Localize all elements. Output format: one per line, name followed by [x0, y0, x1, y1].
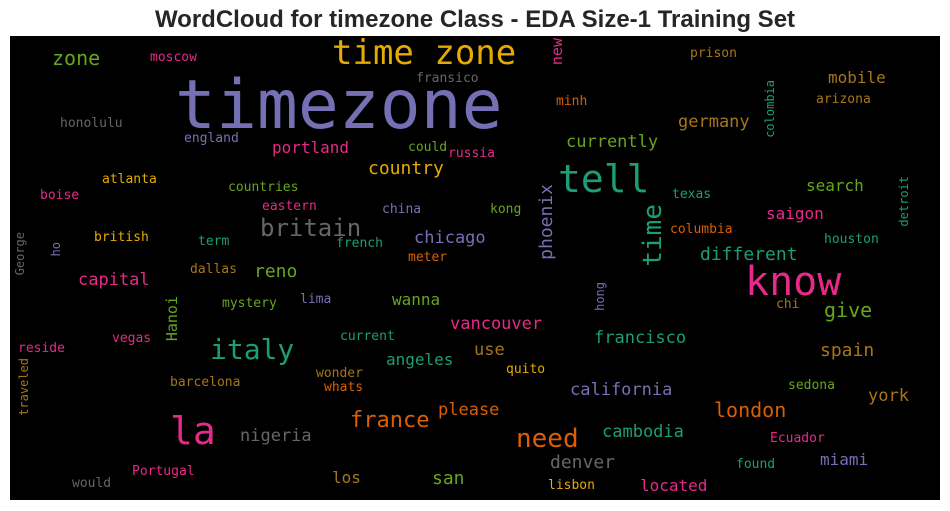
word-would: would: [72, 476, 112, 491]
word-dallas: dallas: [190, 262, 237, 277]
word-houston: houston: [824, 232, 879, 247]
word-cloud: timezone time zone know tell la italy time need…: [10, 36, 940, 500]
word-kong: kong: [490, 202, 522, 217]
word-honolulu: honolulu: [60, 116, 123, 131]
word-george: George: [13, 232, 27, 276]
word-vancouver: vancouver: [450, 314, 543, 334]
word-germany: germany: [678, 112, 750, 132]
word-california: california: [570, 380, 673, 400]
word-traveled: traveled: [17, 358, 31, 416]
word-atlanta: atlanta: [102, 172, 157, 187]
word-know: know: [745, 259, 842, 305]
word-san: san: [432, 468, 465, 489]
word-saigon: saigon: [766, 204, 824, 223]
word-chi: chi: [776, 297, 800, 312]
word-denver: denver: [550, 452, 616, 473]
word-currently: currently: [566, 132, 659, 152]
word-portland: portland: [272, 138, 350, 157]
word-moscow: moscow: [150, 50, 197, 65]
word-reside: reside: [18, 341, 65, 356]
word-time-zone: time zone: [332, 36, 517, 73]
word-la: la: [170, 409, 216, 453]
word-britain: britain: [260, 214, 362, 242]
word-term: term: [198, 234, 230, 249]
word-timezone: timezone: [175, 66, 503, 145]
word-whats: whats: [324, 380, 364, 395]
word-need: need: [516, 424, 579, 454]
word-boise: boise: [40, 188, 80, 203]
word-mystery: mystery: [222, 296, 277, 311]
word-spain: spain: [820, 340, 875, 361]
word-russia: russia: [448, 146, 495, 161]
word-miami: miami: [820, 450, 869, 469]
word-current: current: [340, 329, 395, 344]
word-barcelona: barcelona: [170, 375, 241, 390]
word-ecuador: Ecuador: [770, 431, 825, 446]
word-french: french: [336, 236, 383, 251]
word-vegas: vegas: [112, 331, 152, 346]
word-british: british: [94, 230, 149, 245]
word-cambodia: cambodia: [602, 422, 684, 442]
word-lima: lima: [300, 292, 332, 307]
word-time: time: [638, 204, 668, 267]
word-york: york: [868, 386, 909, 406]
word-zone: zone: [52, 46, 101, 70]
word-meter: meter: [408, 250, 448, 265]
word-ho: ho: [49, 242, 63, 257]
word-prison: prison: [690, 46, 737, 61]
word-phoenix: phoenix: [536, 184, 557, 260]
word-different: different: [700, 244, 798, 265]
word-please: please: [438, 400, 500, 420]
word-eastern: eastern: [262, 199, 317, 214]
word-lisbon: lisbon: [548, 478, 595, 493]
word-los: los: [332, 468, 361, 487]
word-wonder: wonder: [316, 366, 363, 381]
word-use: use: [474, 340, 505, 360]
word-francisco: francisco: [594, 328, 687, 348]
word-could: could: [408, 140, 448, 155]
word-france: france: [350, 408, 430, 433]
word-fransico: fransico: [416, 71, 479, 86]
word-sedona: sedona: [788, 378, 835, 393]
word-capital: capital: [78, 270, 150, 290]
word-reno: reno: [254, 261, 298, 282]
word-wanna: wanna: [392, 290, 441, 309]
chart-title: WordCloud for timezone Class - EDA Size-…: [154, 6, 796, 33]
word-quito: quito: [506, 362, 546, 377]
word-texas: texas: [672, 187, 712, 202]
word-portugal: Portugal: [132, 464, 195, 479]
word-china: china: [382, 202, 422, 217]
word-nigeria: nigeria: [240, 426, 312, 446]
word-give: give: [824, 298, 873, 322]
word-colombia: colombia: [763, 80, 777, 138]
word-england: england: [184, 131, 239, 146]
word-tell: tell: [558, 157, 650, 201]
word-london: london: [714, 398, 787, 422]
word-hong: hong: [593, 282, 607, 311]
word-new: new: [548, 38, 566, 66]
word-arizona: arizona: [816, 92, 871, 107]
word-country: country: [368, 158, 444, 179]
word-italy: italy: [210, 333, 295, 366]
word-chicago: chicago: [414, 228, 486, 248]
word-countries: countries: [228, 180, 299, 195]
word-hanoi: Hanoi: [163, 296, 181, 342]
word-found: found: [736, 457, 776, 472]
word-columbia: columbia: [670, 222, 733, 237]
word-detroit: detroit: [897, 176, 911, 227]
word-search: search: [806, 176, 864, 195]
word-angeles: angeles: [386, 350, 454, 369]
word-located: located: [640, 476, 708, 495]
word-minh: minh: [556, 94, 588, 109]
word-mobile: mobile: [828, 68, 886, 87]
